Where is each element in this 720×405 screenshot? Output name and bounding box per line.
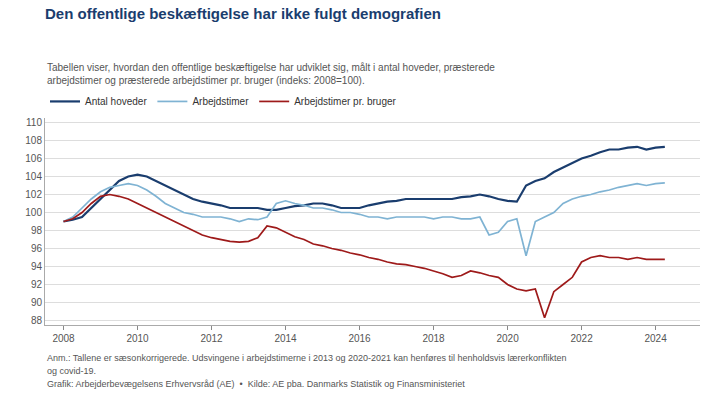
svg-text:Antal hoveder: Antal hoveder (85, 96, 147, 107)
svg-text:2024: 2024 (644, 333, 667, 344)
svg-text:2014: 2014 (274, 333, 297, 344)
svg-text:Grafik: Arbejderbevægelsens Er: Grafik: Arbejderbevægelsens Erhvervsråd … (47, 379, 465, 389)
svg-text:2012: 2012 (200, 333, 223, 344)
svg-text:Anm.: Tallene er sæsonkorriger: Anm.: Tallene er sæsonkorrigerede. Udsvi… (47, 353, 567, 363)
svg-text:110: 110 (26, 117, 42, 128)
svg-text:2010: 2010 (126, 333, 149, 344)
svg-text:2020: 2020 (496, 333, 519, 344)
svg-text:96: 96 (31, 243, 43, 254)
svg-text:94: 94 (31, 261, 43, 272)
svg-text:108: 108 (25, 135, 42, 146)
svg-text:88: 88 (31, 315, 43, 326)
svg-text:2022: 2022 (570, 333, 593, 344)
svg-text:92: 92 (31, 279, 43, 290)
svg-text:og covid-19.: og covid-19. (47, 366, 96, 376)
svg-text:104: 104 (25, 171, 42, 182)
svg-text:100: 100 (25, 207, 42, 218)
svg-text:Arbejdstimer pr. bruger: Arbejdstimer pr. bruger (294, 96, 396, 107)
svg-text:Tabellen viser, hvordan den of: Tabellen viser, hvordan den offentlige b… (47, 62, 495, 86)
svg-text:2008: 2008 (52, 333, 75, 344)
svg-text:102: 102 (25, 189, 42, 200)
svg-text:2018: 2018 (422, 333, 445, 344)
svg-text:Den offentlige beskæftigelse h: Den offentlige beskæftigelse har ikke fu… (45, 5, 441, 22)
svg-text:90: 90 (31, 297, 43, 308)
svg-text:Arbejdstimer: Arbejdstimer (192, 96, 249, 107)
svg-text:106: 106 (25, 153, 42, 164)
svg-text:2016: 2016 (348, 333, 371, 344)
svg-text:98: 98 (31, 225, 43, 236)
